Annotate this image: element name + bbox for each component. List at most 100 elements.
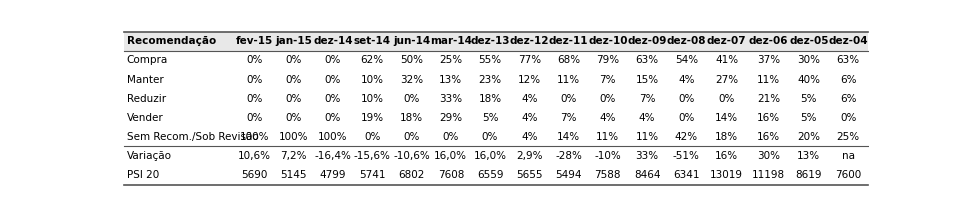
Text: 30%: 30%: [757, 151, 780, 161]
Text: 0%: 0%: [286, 55, 302, 65]
Text: 100%: 100%: [318, 132, 347, 142]
Text: mar-14: mar-14: [429, 36, 472, 46]
Text: Manter: Manter: [126, 74, 163, 85]
Text: 7,2%: 7,2%: [281, 151, 307, 161]
Text: 63%: 63%: [636, 55, 659, 65]
Text: Variação: Variação: [126, 151, 172, 161]
Text: 16%: 16%: [715, 151, 738, 161]
Text: 42%: 42%: [675, 132, 698, 142]
Text: 10%: 10%: [361, 74, 384, 85]
Text: 18%: 18%: [479, 94, 502, 104]
Text: 7608: 7608: [437, 170, 464, 180]
Text: 6802: 6802: [399, 170, 425, 180]
Text: dez-10: dez-10: [588, 36, 627, 46]
Text: 11%: 11%: [636, 132, 659, 142]
Text: 0%: 0%: [403, 94, 420, 104]
Text: dez-13: dez-13: [470, 36, 510, 46]
Text: 20%: 20%: [797, 132, 820, 142]
Text: 8464: 8464: [634, 170, 660, 180]
Text: 55%: 55%: [479, 55, 502, 65]
Text: -10%: -10%: [594, 151, 621, 161]
Text: 7600: 7600: [835, 170, 861, 180]
Text: 14%: 14%: [557, 132, 580, 142]
Text: 0%: 0%: [246, 94, 262, 104]
Text: 4%: 4%: [678, 74, 695, 85]
Text: 4%: 4%: [521, 113, 538, 123]
Text: 0%: 0%: [325, 55, 342, 65]
Text: 0%: 0%: [678, 94, 695, 104]
Text: 0%: 0%: [482, 132, 498, 142]
Text: 6341: 6341: [673, 170, 700, 180]
Text: 30%: 30%: [797, 55, 820, 65]
Text: 32%: 32%: [400, 74, 423, 85]
Text: 25%: 25%: [439, 55, 462, 65]
Text: 27%: 27%: [715, 74, 738, 85]
Text: 0%: 0%: [325, 94, 342, 104]
Text: dez-07: dez-07: [707, 36, 747, 46]
Text: 7%: 7%: [561, 113, 577, 123]
Text: Vender: Vender: [126, 113, 163, 123]
Text: dez-08: dez-08: [667, 36, 706, 46]
Text: 40%: 40%: [797, 74, 820, 85]
Text: 6%: 6%: [840, 94, 856, 104]
Text: dez-04: dez-04: [828, 36, 868, 46]
Text: 14%: 14%: [715, 113, 738, 123]
Text: 54%: 54%: [675, 55, 698, 65]
Text: 4799: 4799: [319, 170, 346, 180]
Text: 77%: 77%: [518, 55, 540, 65]
Text: 0%: 0%: [246, 74, 262, 85]
Text: 8619: 8619: [795, 170, 822, 180]
Text: 7%: 7%: [599, 74, 616, 85]
Text: dez-12: dez-12: [510, 36, 549, 46]
Text: 4%: 4%: [521, 94, 538, 104]
Text: 6559: 6559: [477, 170, 504, 180]
Text: 0%: 0%: [443, 132, 459, 142]
Text: PSI 20: PSI 20: [126, 170, 159, 180]
Bar: [124, 32, 868, 51]
Text: -51%: -51%: [673, 151, 700, 161]
Text: 29%: 29%: [439, 113, 462, 123]
Text: 4%: 4%: [639, 113, 655, 123]
Text: 5690: 5690: [241, 170, 267, 180]
Text: 16%: 16%: [757, 113, 780, 123]
Text: 2,9%: 2,9%: [516, 151, 542, 161]
Text: 33%: 33%: [636, 151, 659, 161]
Text: dez-09: dez-09: [627, 36, 667, 46]
Text: fev-15: fev-15: [235, 36, 273, 46]
Text: jun-14: jun-14: [393, 36, 430, 46]
Text: 0%: 0%: [561, 94, 577, 104]
Text: 16,0%: 16,0%: [434, 151, 467, 161]
Text: Compra: Compra: [126, 55, 168, 65]
Text: 0%: 0%: [286, 113, 302, 123]
Text: 13%: 13%: [797, 151, 820, 161]
Text: 5145: 5145: [281, 170, 307, 180]
Text: 0%: 0%: [286, 74, 302, 85]
Text: set-14: set-14: [354, 36, 391, 46]
Text: 5%: 5%: [482, 113, 498, 123]
Text: 11%: 11%: [557, 74, 580, 85]
Text: 4%: 4%: [599, 113, 616, 123]
Text: -16,4%: -16,4%: [315, 151, 351, 161]
Text: 50%: 50%: [400, 55, 423, 65]
Text: 41%: 41%: [715, 55, 738, 65]
Text: 13%: 13%: [439, 74, 462, 85]
Text: 0%: 0%: [246, 55, 262, 65]
Text: 0%: 0%: [325, 74, 342, 85]
Text: -10,6%: -10,6%: [393, 151, 430, 161]
Text: 0%: 0%: [599, 94, 616, 104]
Text: 63%: 63%: [837, 55, 860, 65]
Text: 79%: 79%: [596, 55, 620, 65]
Text: Reduzir: Reduzir: [126, 94, 166, 104]
Text: 12%: 12%: [518, 74, 540, 85]
Text: 7588: 7588: [594, 170, 621, 180]
Text: 11%: 11%: [596, 132, 620, 142]
Text: 5%: 5%: [801, 94, 817, 104]
Text: 100%: 100%: [239, 132, 269, 142]
Text: 16%: 16%: [757, 132, 780, 142]
Text: 0%: 0%: [286, 94, 302, 104]
Text: 5494: 5494: [555, 170, 582, 180]
Text: 100%: 100%: [279, 132, 309, 142]
Text: 37%: 37%: [757, 55, 780, 65]
Text: dez-05: dez-05: [789, 36, 829, 46]
Text: 0%: 0%: [246, 113, 262, 123]
